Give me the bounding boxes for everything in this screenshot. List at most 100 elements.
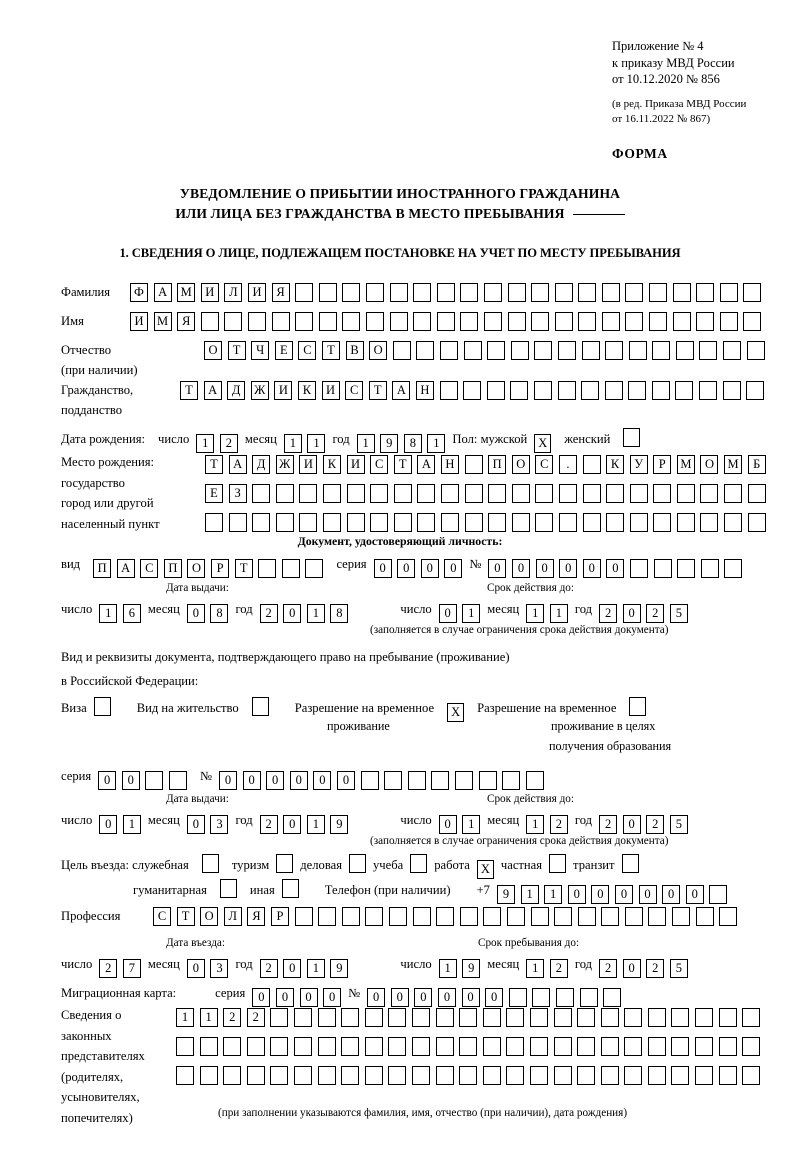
- char-cell[interactable]: [417, 513, 436, 532]
- char-cell[interactable]: У: [629, 455, 648, 474]
- char-cell[interactable]: [746, 341, 765, 360]
- char-cell[interactable]: [558, 513, 577, 532]
- char-cell[interactable]: Р: [653, 455, 672, 474]
- char-cell[interactable]: [318, 283, 337, 302]
- char-cell[interactable]: [439, 381, 458, 400]
- char-cell[interactable]: [557, 341, 576, 360]
- char-cell[interactable]: [294, 907, 313, 926]
- char-cell[interactable]: 3: [210, 815, 229, 834]
- char-cell[interactable]: [370, 484, 389, 503]
- char-cell[interactable]: [342, 283, 361, 302]
- char-cell[interactable]: 9: [330, 815, 349, 834]
- char-cell[interactable]: [530, 907, 549, 926]
- char-cell[interactable]: [393, 513, 412, 532]
- char-cell[interactable]: 0: [397, 559, 416, 578]
- char-cell[interactable]: [487, 341, 506, 360]
- char-cell[interactable]: [483, 312, 502, 331]
- char-cell[interactable]: [388, 1066, 407, 1085]
- char-cell[interactable]: [606, 484, 625, 503]
- char-cell[interactable]: [224, 312, 243, 331]
- char-cell[interactable]: 0: [283, 815, 302, 834]
- char-cell[interactable]: [535, 513, 554, 532]
- char-cell[interactable]: 8: [330, 604, 349, 623]
- char-cell[interactable]: [724, 513, 743, 532]
- char-cell[interactable]: О: [200, 907, 219, 926]
- char-cell[interactable]: И: [346, 455, 365, 474]
- char-cell[interactable]: Н: [440, 455, 459, 474]
- char-cell[interactable]: М: [724, 455, 743, 474]
- char-cell[interactable]: [482, 1008, 501, 1027]
- char-cell[interactable]: Т: [180, 381, 198, 400]
- char-cell[interactable]: [360, 771, 379, 790]
- char-cell[interactable]: [676, 484, 695, 503]
- char-cell[interactable]: [454, 771, 473, 790]
- char-cell[interactable]: 8: [403, 434, 422, 453]
- char-cell[interactable]: 8: [210, 604, 229, 623]
- char-cell[interactable]: 0: [252, 988, 271, 1007]
- char-cell[interactable]: 1: [122, 815, 141, 834]
- char-cell[interactable]: К: [606, 455, 625, 474]
- char-cell[interactable]: 0: [336, 771, 355, 790]
- char-cell[interactable]: [647, 1008, 666, 1027]
- char-cell[interactable]: [317, 1037, 336, 1056]
- char-cell[interactable]: [629, 484, 648, 503]
- legal-rep-row-2-input[interactable]: [176, 1037, 761, 1056]
- char-cell[interactable]: 0: [488, 559, 507, 578]
- char-cell[interactable]: [719, 312, 738, 331]
- char-cell[interactable]: С: [298, 341, 317, 360]
- char-cell[interactable]: [482, 1066, 501, 1085]
- char-cell[interactable]: [281, 559, 300, 578]
- purpose-business-checkbox[interactable]: [349, 854, 366, 873]
- char-cell[interactable]: 0: [606, 559, 625, 578]
- char-cell[interactable]: [464, 513, 483, 532]
- char-cell[interactable]: [629, 559, 648, 578]
- char-cell[interactable]: А: [116, 559, 135, 578]
- char-cell[interactable]: [700, 513, 719, 532]
- char-cell[interactable]: [364, 1037, 383, 1056]
- char-cell[interactable]: [483, 907, 502, 926]
- char-cell[interactable]: [624, 1066, 643, 1085]
- char-cell[interactable]: [145, 771, 164, 790]
- char-cell[interactable]: 0: [420, 559, 439, 578]
- char-cell[interactable]: 2: [599, 604, 618, 623]
- char-cell[interactable]: [342, 312, 361, 331]
- char-cell[interactable]: [535, 484, 554, 503]
- char-cell[interactable]: [176, 1037, 194, 1056]
- char-cell[interactable]: [651, 381, 670, 400]
- char-cell[interactable]: [534, 341, 553, 360]
- char-cell[interactable]: [205, 513, 223, 532]
- char-cell[interactable]: [365, 312, 384, 331]
- char-cell[interactable]: [723, 341, 742, 360]
- char-cell[interactable]: [341, 1008, 360, 1027]
- char-cell[interactable]: [388, 907, 407, 926]
- purpose-transit-checkbox[interactable]: [621, 854, 639, 873]
- char-cell[interactable]: [600, 1037, 619, 1056]
- char-cell[interactable]: 0: [186, 604, 205, 623]
- char-cell[interactable]: [486, 381, 505, 400]
- char-cell[interactable]: [746, 381, 765, 400]
- char-cell[interactable]: [502, 771, 521, 790]
- char-cell[interactable]: 0: [685, 885, 704, 904]
- char-cell[interactable]: 0: [485, 988, 504, 1007]
- char-cell[interactable]: И: [200, 283, 219, 302]
- char-cell[interactable]: [555, 988, 574, 1007]
- char-cell[interactable]: [459, 1008, 478, 1027]
- char-cell[interactable]: 1: [438, 959, 457, 978]
- char-cell[interactable]: [293, 1008, 312, 1027]
- birth-place-row-3-input[interactable]: [205, 513, 766, 532]
- char-cell[interactable]: [440, 484, 459, 503]
- char-cell[interactable]: [582, 513, 601, 532]
- char-cell[interactable]: 2: [646, 959, 665, 978]
- char-cell[interactable]: [318, 907, 337, 926]
